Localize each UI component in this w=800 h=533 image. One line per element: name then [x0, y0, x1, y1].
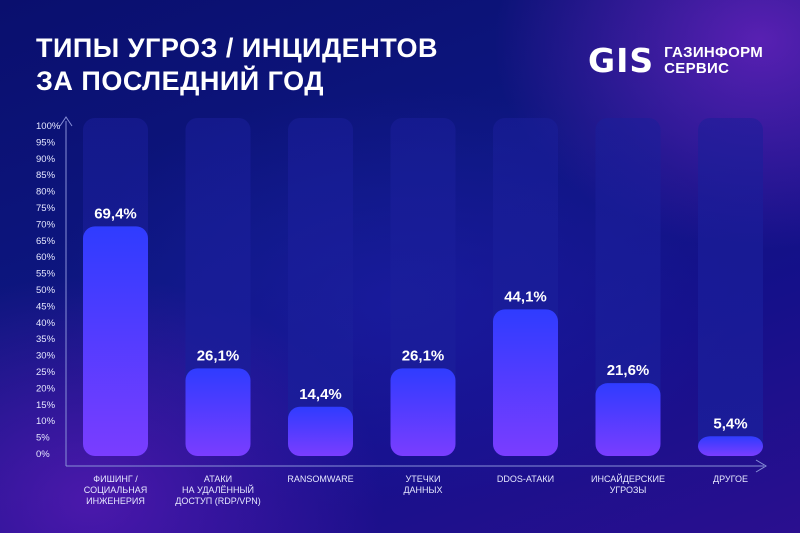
y-tick-label: 85%: [36, 170, 56, 181]
bar-track: [595, 118, 661, 456]
bar: [288, 406, 353, 456]
y-tick-label: 70%: [36, 219, 56, 230]
y-tick-label: 100%: [36, 121, 61, 132]
y-tick-label: 95%: [36, 137, 56, 148]
bar-value-label: 26,1%: [197, 347, 240, 364]
y-tick-label: 10%: [36, 416, 56, 427]
logo-mark: GIS: [588, 41, 655, 80]
y-tick-label: 5%: [36, 433, 50, 444]
y-tick-label: 30%: [36, 351, 56, 362]
x-category-label: RANSOMWARE: [287, 474, 353, 484]
bar: [595, 383, 661, 456]
bar: [185, 368, 251, 456]
y-tick-label: 45%: [36, 301, 56, 312]
y-tick-label: 50%: [36, 285, 56, 296]
y-tick-label: 35%: [36, 334, 56, 345]
bar-track: [698, 118, 763, 456]
x-category-label: DDOS-АТАКИ: [497, 474, 554, 484]
x-category-label: ДРУГОЕ: [713, 474, 748, 484]
y-tick-label: 75%: [36, 203, 56, 214]
x-category-label: ИНСАЙДЕРСКИЕ УГРОЗЫ: [591, 473, 665, 495]
bar-value-label: 14,4%: [299, 386, 342, 403]
logo-line-2: СЕРВИС: [664, 59, 730, 77]
logo-wordmark: ГАЗИНФОРМ СЕРВИС: [664, 43, 764, 77]
logo-line-1: ГАЗИНФОРМ: [664, 43, 764, 61]
x-category-label: УТЕЧКИ ДАННЫХ: [403, 474, 442, 495]
company-logo: GIS ГАЗИНФОРМ СЕРВИС: [588, 44, 763, 77]
y-tick-label: 0%: [36, 449, 50, 460]
bar-value-label: 69,4%: [94, 205, 137, 222]
bar: [493, 309, 558, 456]
y-tick-label: 40%: [36, 318, 56, 329]
y-tick-label: 80%: [36, 187, 56, 198]
y-tick-label: 60%: [36, 252, 56, 263]
title-line-1: ТИПЫ УГРОЗ / ИНЦИДЕНТОВ: [36, 33, 439, 63]
y-axis-arrow: [59, 116, 73, 127]
y-tick-label: 55%: [36, 269, 56, 280]
page-title: ТИПЫ УГРОЗ / ИНЦИДЕНТОВ ЗА ПОСЛЕДНИЙ ГОД: [36, 32, 438, 98]
bar-value-label: 44,1%: [504, 288, 547, 305]
x-axis-arrow: [755, 459, 767, 473]
x-category-label: АТАКИ НА УДАЛЁННЫЙ ДОСТУП (RDP/VPN): [175, 474, 260, 506]
y-tick-label: 20%: [36, 383, 56, 394]
x-category-label: ФИШИНГ / СОЦИАЛЬНАЯ ИНЖЕНЕРИЯ: [84, 474, 147, 506]
y-tick-label: 25%: [36, 367, 56, 378]
y-tick-label: 65%: [36, 236, 56, 247]
bar-value-label: 26,1%: [402, 347, 445, 364]
bar-value-label: 5,4%: [713, 415, 747, 432]
bar: [390, 368, 456, 456]
y-tick-label: 90%: [36, 154, 56, 165]
bar-value-label: 21,6%: [607, 362, 650, 379]
y-tick-label: 15%: [36, 400, 56, 411]
bar: [698, 436, 763, 456]
title-line-2: ЗА ПОСЛЕДНИЙ ГОД: [36, 66, 324, 96]
bar: [83, 226, 148, 456]
bar-track: [288, 118, 353, 456]
